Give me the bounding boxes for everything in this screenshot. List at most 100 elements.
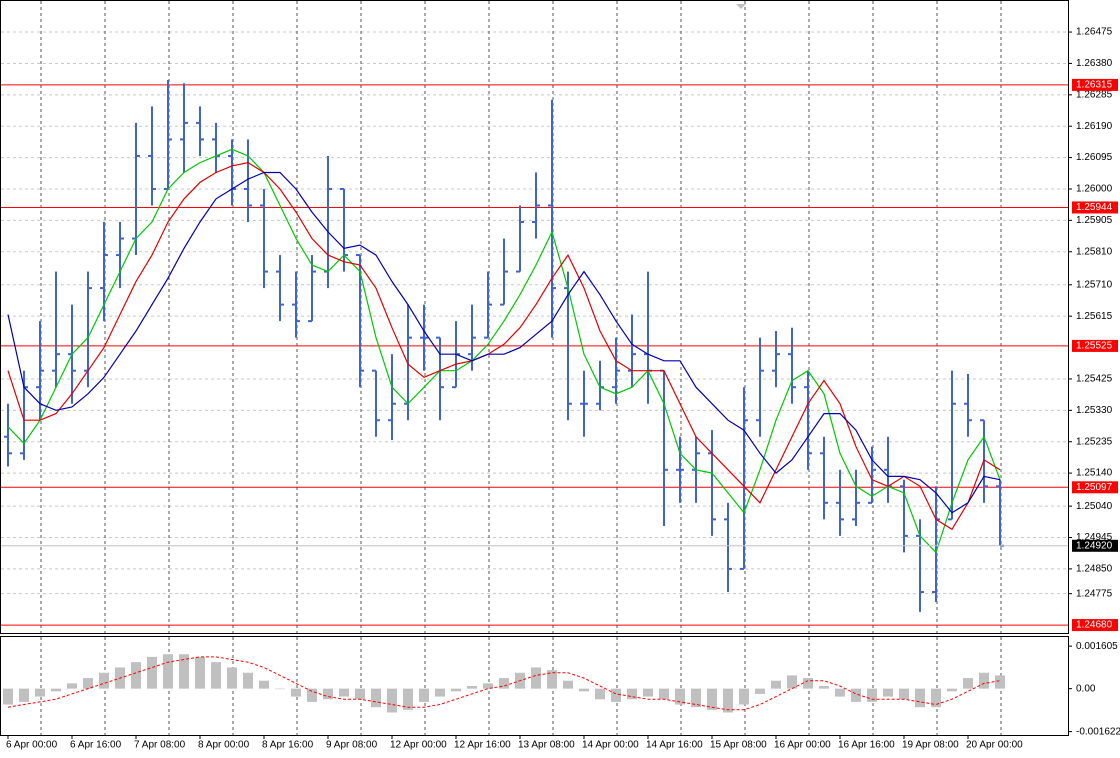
- level-label: 1.24680: [1076, 620, 1113, 631]
- oscillator-bar: [579, 688, 589, 692]
- oscillator-bar: [851, 688, 861, 702]
- oscillator-bar: [147, 656, 157, 689]
- oscillator-bar: [51, 688, 61, 692]
- oscillator-bar: [259, 680, 269, 689]
- level-label: 1.26315: [1076, 80, 1113, 91]
- oscillator-frame: [0, 636, 1069, 736]
- oscillator-bar: [611, 688, 621, 702]
- x-tick-label: 20 Apr 00:00: [966, 740, 1023, 751]
- oscillator-bar: [675, 688, 685, 705]
- oscillator-bar: [563, 680, 573, 689]
- moving-average: [7, 148, 1001, 554]
- oscillator-bar: [179, 654, 189, 689]
- oscillator-bar: [387, 688, 397, 713]
- x-tick-label: 8 Apr 00:00: [198, 740, 250, 751]
- x-tick-label: 19 Apr 08:00: [902, 740, 959, 751]
- oscillator-bar: [659, 688, 669, 700]
- y-tick-label: 1.24945: [1076, 532, 1113, 543]
- y-tick-label: 1.25710: [1076, 279, 1113, 290]
- y-tick-label: 1.25905: [1076, 215, 1113, 226]
- oscillator-bar: [915, 688, 925, 708]
- price-frame: [0, 0, 1069, 634]
- y-tick-label: 1.25425: [1076, 374, 1113, 385]
- oscillator-bar: [819, 686, 829, 689]
- oscillator-bar: [803, 678, 813, 689]
- signal-line: [7, 656, 1001, 711]
- oscillator-bar: [243, 672, 253, 689]
- shift-marker: [736, 4, 746, 9]
- oscillator-bar: [867, 688, 877, 702]
- oscillator-bar: [883, 688, 893, 697]
- level-label: 1.25525: [1076, 341, 1113, 352]
- oscillator-bar: [67, 683, 77, 689]
- x-tick-label: 12 Apr 16:00: [454, 740, 511, 751]
- oscillator-bar: [355, 688, 365, 700]
- oscillator-bar: [339, 688, 349, 697]
- y-tick-label: 1.24775: [1076, 588, 1113, 599]
- y-tick-label: 1.25140: [1076, 468, 1113, 479]
- y-tick-label: 1.26000: [1076, 184, 1113, 195]
- x-tick-label: 14 Apr 16:00: [646, 740, 703, 751]
- x-tick-label: 6 Apr 00:00: [6, 740, 58, 751]
- y-tick-label: 1.24850: [1076, 564, 1113, 575]
- oscillator-bar: [419, 688, 429, 702]
- oscillator-bar: [19, 688, 29, 702]
- oscillator-bar: [755, 688, 765, 694]
- y-tick-label: -0.001622: [1076, 726, 1120, 737]
- oscillator-bar: [739, 688, 749, 705]
- oscillator-bar: [435, 688, 445, 697]
- level-label: 1.25944: [1076, 202, 1113, 213]
- x-tick-label: 16 Apr 00:00: [774, 740, 831, 751]
- oscillator-bar: [979, 672, 989, 689]
- oscillator-bar: [323, 688, 333, 700]
- oscillator-bar: [211, 662, 221, 689]
- y-tick-label: 0.001605: [1076, 641, 1118, 652]
- level-label: 1.25097: [1076, 482, 1113, 493]
- y-tick-label: 1.26190: [1076, 121, 1113, 132]
- oscillator-bar: [947, 688, 957, 692]
- oscillator-bar: [275, 688, 285, 690]
- oscillator-bar: [547, 670, 557, 689]
- x-tick-label: 7 Apr 08:00: [134, 740, 186, 751]
- oscillator-bar: [643, 688, 653, 697]
- oscillator-bar: [99, 672, 109, 689]
- y-tick-label: 1.25615: [1076, 311, 1113, 322]
- y-tick-label: 1.25330: [1076, 405, 1113, 416]
- x-tick-label: 13 Apr 08:00: [518, 740, 575, 751]
- y-tick-label: 1.25810: [1076, 246, 1113, 257]
- oscillator-bar: [899, 688, 909, 700]
- y-tick-label: 1.26380: [1076, 58, 1113, 69]
- oscillator-bar: [131, 662, 141, 689]
- marks: [1, 79, 1068, 713]
- x-tick-label: 16 Apr 16:00: [838, 740, 895, 751]
- level-label-box: [1072, 481, 1118, 494]
- oscillator-bar: [451, 688, 461, 692]
- y-tick-label: 1.26285: [1076, 89, 1113, 100]
- oscillator-bar: [531, 667, 541, 689]
- oscillator-bar: [403, 688, 413, 710]
- oscillator-bar: [163, 654, 173, 689]
- moving-average: [7, 171, 1001, 514]
- x-tick-label: 15 Apr 08:00: [710, 740, 767, 751]
- oscillator-bar: [691, 688, 701, 708]
- oscillator-bar: [627, 688, 637, 700]
- oscillator-bar: [595, 688, 605, 700]
- oscillator-bar: [371, 688, 381, 708]
- oscillator-bar: [499, 678, 509, 689]
- oscillator-bar: [771, 680, 781, 689]
- oscillator-bar: [35, 688, 45, 697]
- x-tick-label: 14 Apr 00:00: [582, 740, 639, 751]
- oscillator-bar: [931, 688, 941, 708]
- x-tick-label: 9 Apr 08:00: [326, 740, 378, 751]
- x-tick-label: 12 Apr 00:00: [390, 740, 447, 751]
- y-tick-label: 1.26475: [1076, 27, 1113, 38]
- oscillator-bar: [227, 667, 237, 689]
- y-tick-label: 1.26095: [1076, 152, 1113, 163]
- oscillator-bar: [307, 688, 317, 702]
- y-tick-label: 1.25040: [1076, 501, 1113, 512]
- oscillator-bar: [707, 688, 717, 710]
- oscillator-bar: [787, 675, 797, 689]
- oscillator-bar: [963, 678, 973, 689]
